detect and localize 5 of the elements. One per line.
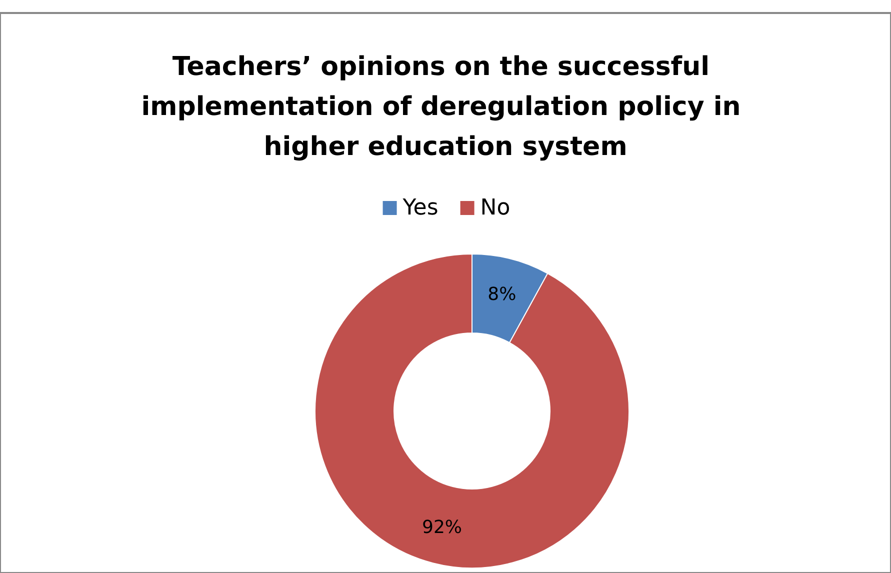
legend-label: No bbox=[480, 196, 510, 220]
data-label: 8% bbox=[488, 284, 516, 305]
legend-label: Yes bbox=[402, 196, 438, 220]
chart-title: Teachers’ opinions on the successful implementation of deregulation policy in higher education system bbox=[141, 52, 750, 162]
data-label: 92% bbox=[422, 517, 462, 538]
